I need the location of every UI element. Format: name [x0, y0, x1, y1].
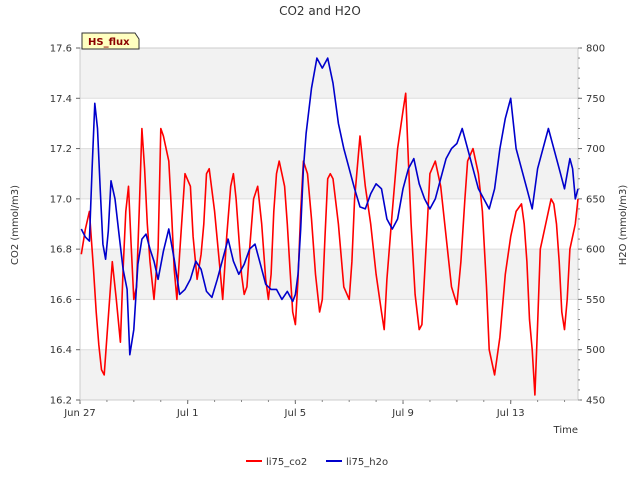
x-tick-label-2: Jul 5: [284, 408, 307, 419]
y-right-tick-label-3: 600: [586, 245, 605, 256]
legend: li75_co2 li75_h2o: [246, 457, 388, 468]
legend-label-h2o: li75_h2o: [346, 457, 388, 468]
background-band-3: [80, 48, 578, 99]
x-tick-label-0: Jun 27: [63, 408, 96, 419]
x-tick-label-3: Jul 9: [391, 408, 414, 419]
x-tick-label-1: Jul 1: [176, 408, 199, 419]
x-axis-ticks: Jun 27 Jul 1 Jul 5 Jul 9 Jul 13: [63, 400, 566, 419]
y-axis-right-ticks: 450 500 550 600 650 700 750 800: [578, 44, 605, 407]
y-left-tick-label-6: 17.4: [50, 94, 72, 105]
legend-label-co2: li75_co2: [266, 457, 307, 468]
y-axis-left-ticks: 16.2 16.4 16.6 16.8 17.0 17.2 17.4 17.6: [50, 44, 80, 407]
y-left-tick-label-1: 16.4: [50, 345, 72, 356]
background-band-2: [80, 148, 578, 199]
chart-title: CO2 and H2O: [279, 4, 361, 18]
flux-badge: HS_flux: [81, 32, 140, 50]
background-band-0: [80, 349, 578, 400]
flux-badge-label: HS_flux: [88, 37, 130, 48]
y-left-tick-label-5: 17.2: [50, 144, 72, 155]
flux-badge-box: [81, 32, 140, 50]
y-axis-right-title: H2O (mmol/m3): [618, 185, 629, 266]
x-axis-title: Time: [553, 425, 578, 436]
y-left-tick-label-2: 16.6: [50, 295, 72, 306]
y-left-tick-label-3: 16.8: [50, 245, 72, 256]
y-right-tick-label-7: 800: [586, 44, 605, 55]
y-right-tick-label-2: 550: [586, 295, 605, 306]
y-right-tick-label-6: 750: [586, 94, 605, 105]
y-right-tick-label-1: 500: [586, 345, 605, 356]
y-left-tick-label-0: 16.2: [50, 396, 72, 407]
y-left-tick-label-7: 17.6: [50, 44, 72, 55]
series-line-li75_co2: [80, 92, 579, 396]
series-line-li75_h2o: [80, 57, 579, 356]
y-right-tick-label-0: 450: [586, 396, 605, 407]
y-left-tick-label-4: 17.0: [50, 194, 72, 205]
plot-frame: [79, 47, 579, 401]
y-right-tick-label-5: 700: [586, 144, 605, 155]
series-lines: [80, 57, 579, 396]
x-tick-label-4: Jul 13: [496, 408, 525, 419]
y-right-tick-label-4: 650: [586, 194, 605, 205]
y-axis-left-title: CO2 (mmol/m3): [10, 185, 21, 265]
